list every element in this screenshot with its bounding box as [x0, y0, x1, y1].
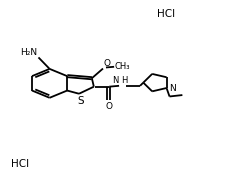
Text: N: N — [112, 76, 118, 85]
Text: S: S — [77, 96, 84, 106]
Text: H: H — [121, 76, 128, 85]
Text: O: O — [104, 59, 110, 68]
Text: CH₃: CH₃ — [115, 62, 130, 71]
Text: HCl: HCl — [11, 159, 30, 168]
Text: HCl: HCl — [157, 9, 175, 19]
Text: N: N — [169, 84, 176, 93]
Text: H₂N: H₂N — [20, 48, 37, 57]
Text: O: O — [105, 102, 112, 111]
